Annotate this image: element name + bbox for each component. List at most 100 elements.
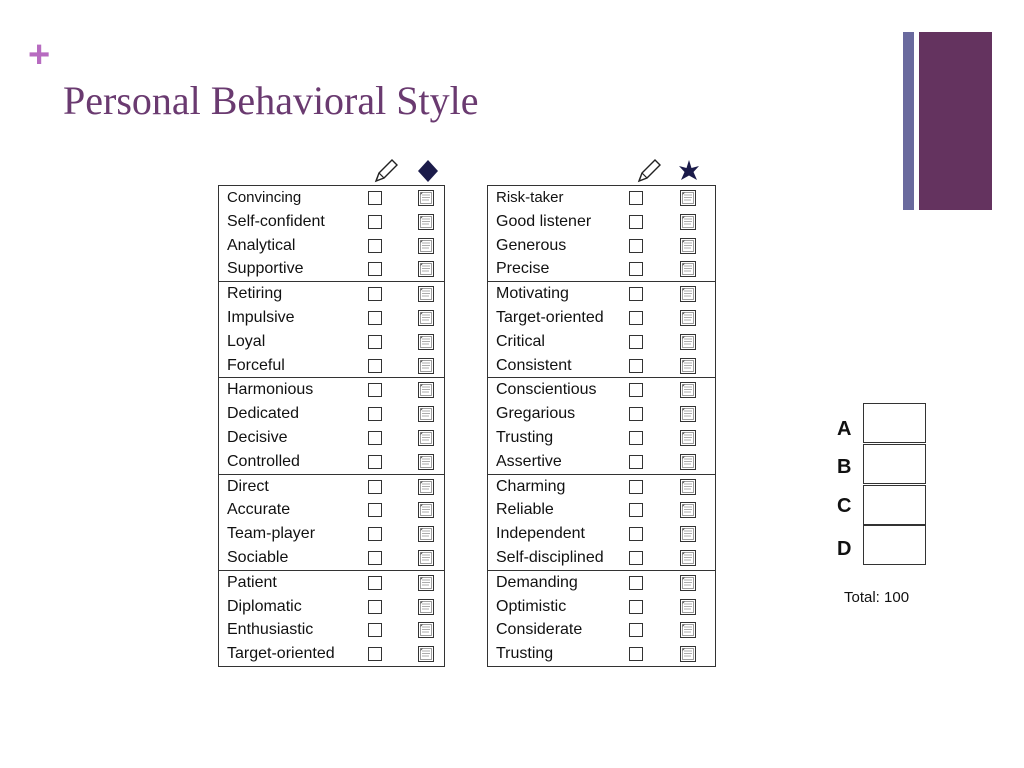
score-note-icon[interactable]: [418, 286, 434, 303]
score-note-icon[interactable]: [418, 333, 434, 350]
trait-checkbox[interactable]: [629, 647, 643, 662]
trait-checkbox[interactable]: [368, 287, 382, 302]
trait-row: Trusting: [488, 642, 715, 666]
trait-row: Controlled: [219, 450, 444, 474]
trait-checkbox[interactable]: [629, 550, 643, 565]
score-box-a[interactable]: [863, 403, 926, 443]
trait-checkbox[interactable]: [368, 599, 382, 614]
trait-checkbox[interactable]: [629, 527, 643, 542]
trait-label: Diplomatic: [227, 597, 302, 615]
score-note-icon[interactable]: [418, 406, 434, 423]
trait-checkbox[interactable]: [629, 430, 643, 445]
score-note-icon[interactable]: [418, 502, 434, 519]
trait-checkbox[interactable]: [629, 238, 643, 253]
score-note-icon[interactable]: [680, 574, 696, 591]
trait-checkbox[interactable]: [629, 479, 643, 494]
trait-checkbox[interactable]: [629, 407, 643, 422]
score-note-icon[interactable]: [680, 622, 696, 639]
score-note-icon[interactable]: [418, 598, 434, 615]
trait-row: Analytical: [219, 234, 444, 258]
score-note-icon[interactable]: [680, 526, 696, 543]
trait-checkbox[interactable]: [368, 503, 382, 518]
score-note-icon[interactable]: [418, 574, 434, 591]
score-note-icon[interactable]: [680, 549, 696, 566]
score-note-icon[interactable]: [418, 429, 434, 446]
trait-checkbox[interactable]: [368, 191, 382, 205]
score-box-b[interactable]: [863, 444, 926, 484]
trait-checkbox[interactable]: [368, 454, 382, 469]
score-note-icon[interactable]: [680, 382, 696, 399]
trait-checkbox[interactable]: [629, 358, 643, 373]
score-note-icon[interactable]: [418, 190, 434, 206]
score-box-d[interactable]: [863, 525, 926, 565]
score-note-icon[interactable]: [418, 357, 434, 374]
score-note-icon[interactable]: [418, 213, 434, 230]
trait-checkbox[interactable]: [368, 647, 382, 662]
score-note-icon[interactable]: [418, 478, 434, 495]
trait-checkbox[interactable]: [368, 214, 382, 229]
trait-row: Gregarious: [488, 402, 715, 426]
trait-row: Risk-taker: [488, 186, 715, 210]
score-note-icon[interactable]: [418, 309, 434, 326]
trait-checkbox[interactable]: [368, 358, 382, 373]
trait-checkbox[interactable]: [368, 262, 382, 277]
trait-checkbox[interactable]: [368, 527, 382, 542]
trait-checkbox[interactable]: [368, 430, 382, 445]
trait-checkbox[interactable]: [629, 599, 643, 614]
trait-checkbox[interactable]: [368, 238, 382, 253]
score-note-icon[interactable]: [680, 646, 696, 663]
score-note-icon[interactable]: [418, 237, 434, 254]
score-note-icon[interactable]: [680, 237, 696, 254]
score-note-icon[interactable]: [680, 333, 696, 350]
pencil-icon: [637, 159, 661, 183]
trait-checkbox[interactable]: [629, 454, 643, 469]
score-note-icon[interactable]: [680, 309, 696, 326]
score-note-icon[interactable]: [680, 357, 696, 374]
trait-checkbox[interactable]: [629, 191, 643, 205]
trait-checkbox[interactable]: [368, 550, 382, 565]
score-box-c[interactable]: [863, 485, 926, 525]
plus-icon: +: [28, 34, 51, 76]
trait-label: Risk-taker: [496, 189, 564, 206]
trait-checkbox[interactable]: [629, 310, 643, 325]
trait-checkbox[interactable]: [368, 479, 382, 494]
score-note-icon[interactable]: [680, 478, 696, 495]
total-label: Total: 100: [844, 589, 910, 606]
score-note-icon[interactable]: [680, 502, 696, 519]
trait-checkbox[interactable]: [629, 383, 643, 398]
score-note-icon[interactable]: [418, 526, 434, 543]
score-note-icon[interactable]: [418, 382, 434, 399]
trait-checkbox[interactable]: [629, 262, 643, 277]
trait-checkbox[interactable]: [629, 575, 643, 590]
trait-checkbox[interactable]: [368, 383, 382, 398]
trait-checkbox[interactable]: [368, 575, 382, 590]
score-note-icon[interactable]: [680, 261, 696, 278]
score-note-icon[interactable]: [680, 598, 696, 615]
trait-checkbox[interactable]: [368, 310, 382, 325]
trait-label: Accurate: [227, 501, 291, 519]
trait-checkbox[interactable]: [368, 623, 382, 638]
trait-row: Forceful: [219, 354, 444, 378]
trait-checkbox[interactable]: [629, 214, 643, 229]
trait-checkbox[interactable]: [368, 334, 382, 349]
trait-row: Considerate: [488, 618, 715, 642]
trait-checkbox[interactable]: [368, 407, 382, 422]
trait-group: Charming Reliable Independent Self-discipli…: [488, 473, 715, 570]
score-note-icon[interactable]: [680, 406, 696, 423]
trait-checkbox[interactable]: [629, 623, 643, 638]
score-note-icon[interactable]: [680, 286, 696, 303]
score-note-icon[interactable]: [680, 453, 696, 470]
trait-group: Motivating Target-oriented Critical Consist…: [488, 281, 715, 377]
score-note-icon[interactable]: [418, 622, 434, 639]
trait-checkbox[interactable]: [629, 287, 643, 302]
trait-checkbox[interactable]: [629, 503, 643, 518]
score-note-icon[interactable]: [418, 549, 434, 566]
trait-label: Self-confident: [227, 212, 325, 230]
score-note-icon[interactable]: [418, 261, 434, 278]
trait-checkbox[interactable]: [629, 334, 643, 349]
score-note-icon[interactable]: [680, 213, 696, 230]
score-note-icon[interactable]: [418, 646, 434, 663]
score-note-icon[interactable]: [680, 429, 696, 446]
score-note-icon[interactable]: [680, 190, 696, 206]
score-note-icon[interactable]: [418, 453, 434, 470]
